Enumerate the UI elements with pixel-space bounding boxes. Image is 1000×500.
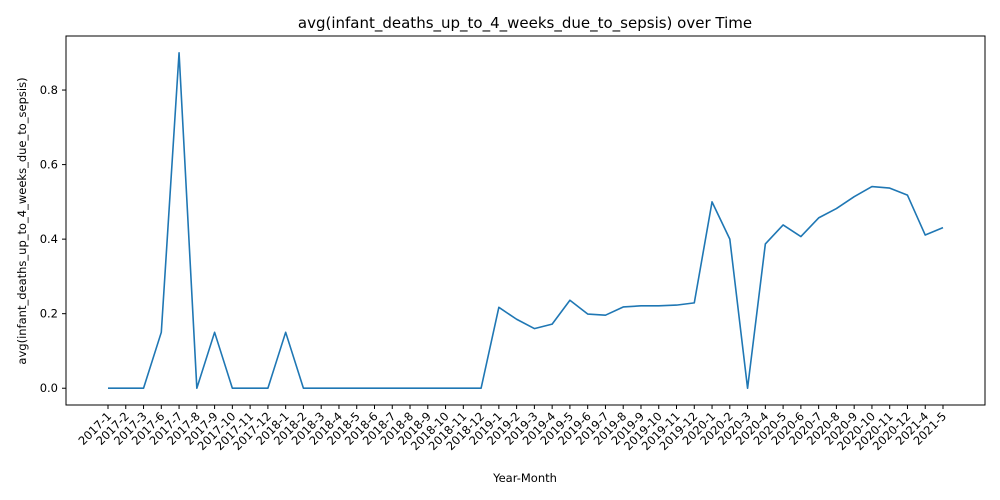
- y-tick-label: 0.8: [40, 83, 58, 97]
- y-axis-label: avg(infant_deaths_up_to_4_weeks_due_to_s…: [15, 77, 29, 364]
- series-line: [108, 51, 944, 390]
- plot-frame: [65, 35, 986, 406]
- y-tick-label: 0.0: [40, 381, 58, 395]
- x-axis: 2017-12017-22017-32017-62017-72017-82017…: [75, 405, 949, 453]
- y-axis: 0.0 0.2 0.4 0.6 0.8: [40, 83, 66, 395]
- chart-title: avg(infant_deaths_up_to_4_weeks_due_to_s…: [298, 14, 752, 33]
- y-tick-label: 0.6: [40, 158, 58, 172]
- y-tick-label: 0.4: [40, 232, 58, 246]
- x-axis-label: Year-Month: [492, 471, 557, 485]
- y-tick-label: 0.2: [40, 307, 58, 321]
